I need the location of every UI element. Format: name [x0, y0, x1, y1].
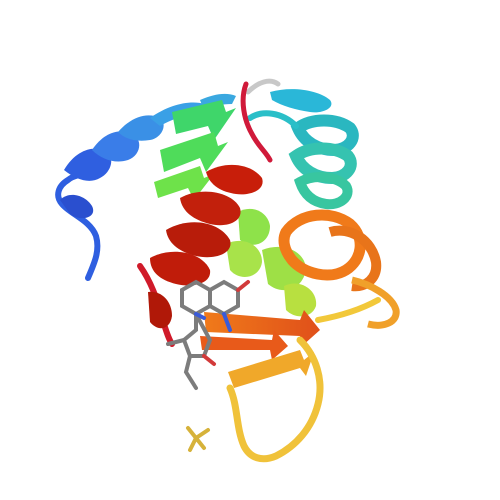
red-c-terminal-helix [137, 81, 273, 347]
cyan-helix [245, 78, 359, 210]
orange-loops [200, 209, 400, 388]
sulfate-ion [186, 426, 210, 452]
green-strands [154, 100, 317, 317]
n-terminal-helix [55, 93, 236, 281]
bound-ligand [166, 279, 250, 390]
yellow-loop [226, 297, 381, 463]
